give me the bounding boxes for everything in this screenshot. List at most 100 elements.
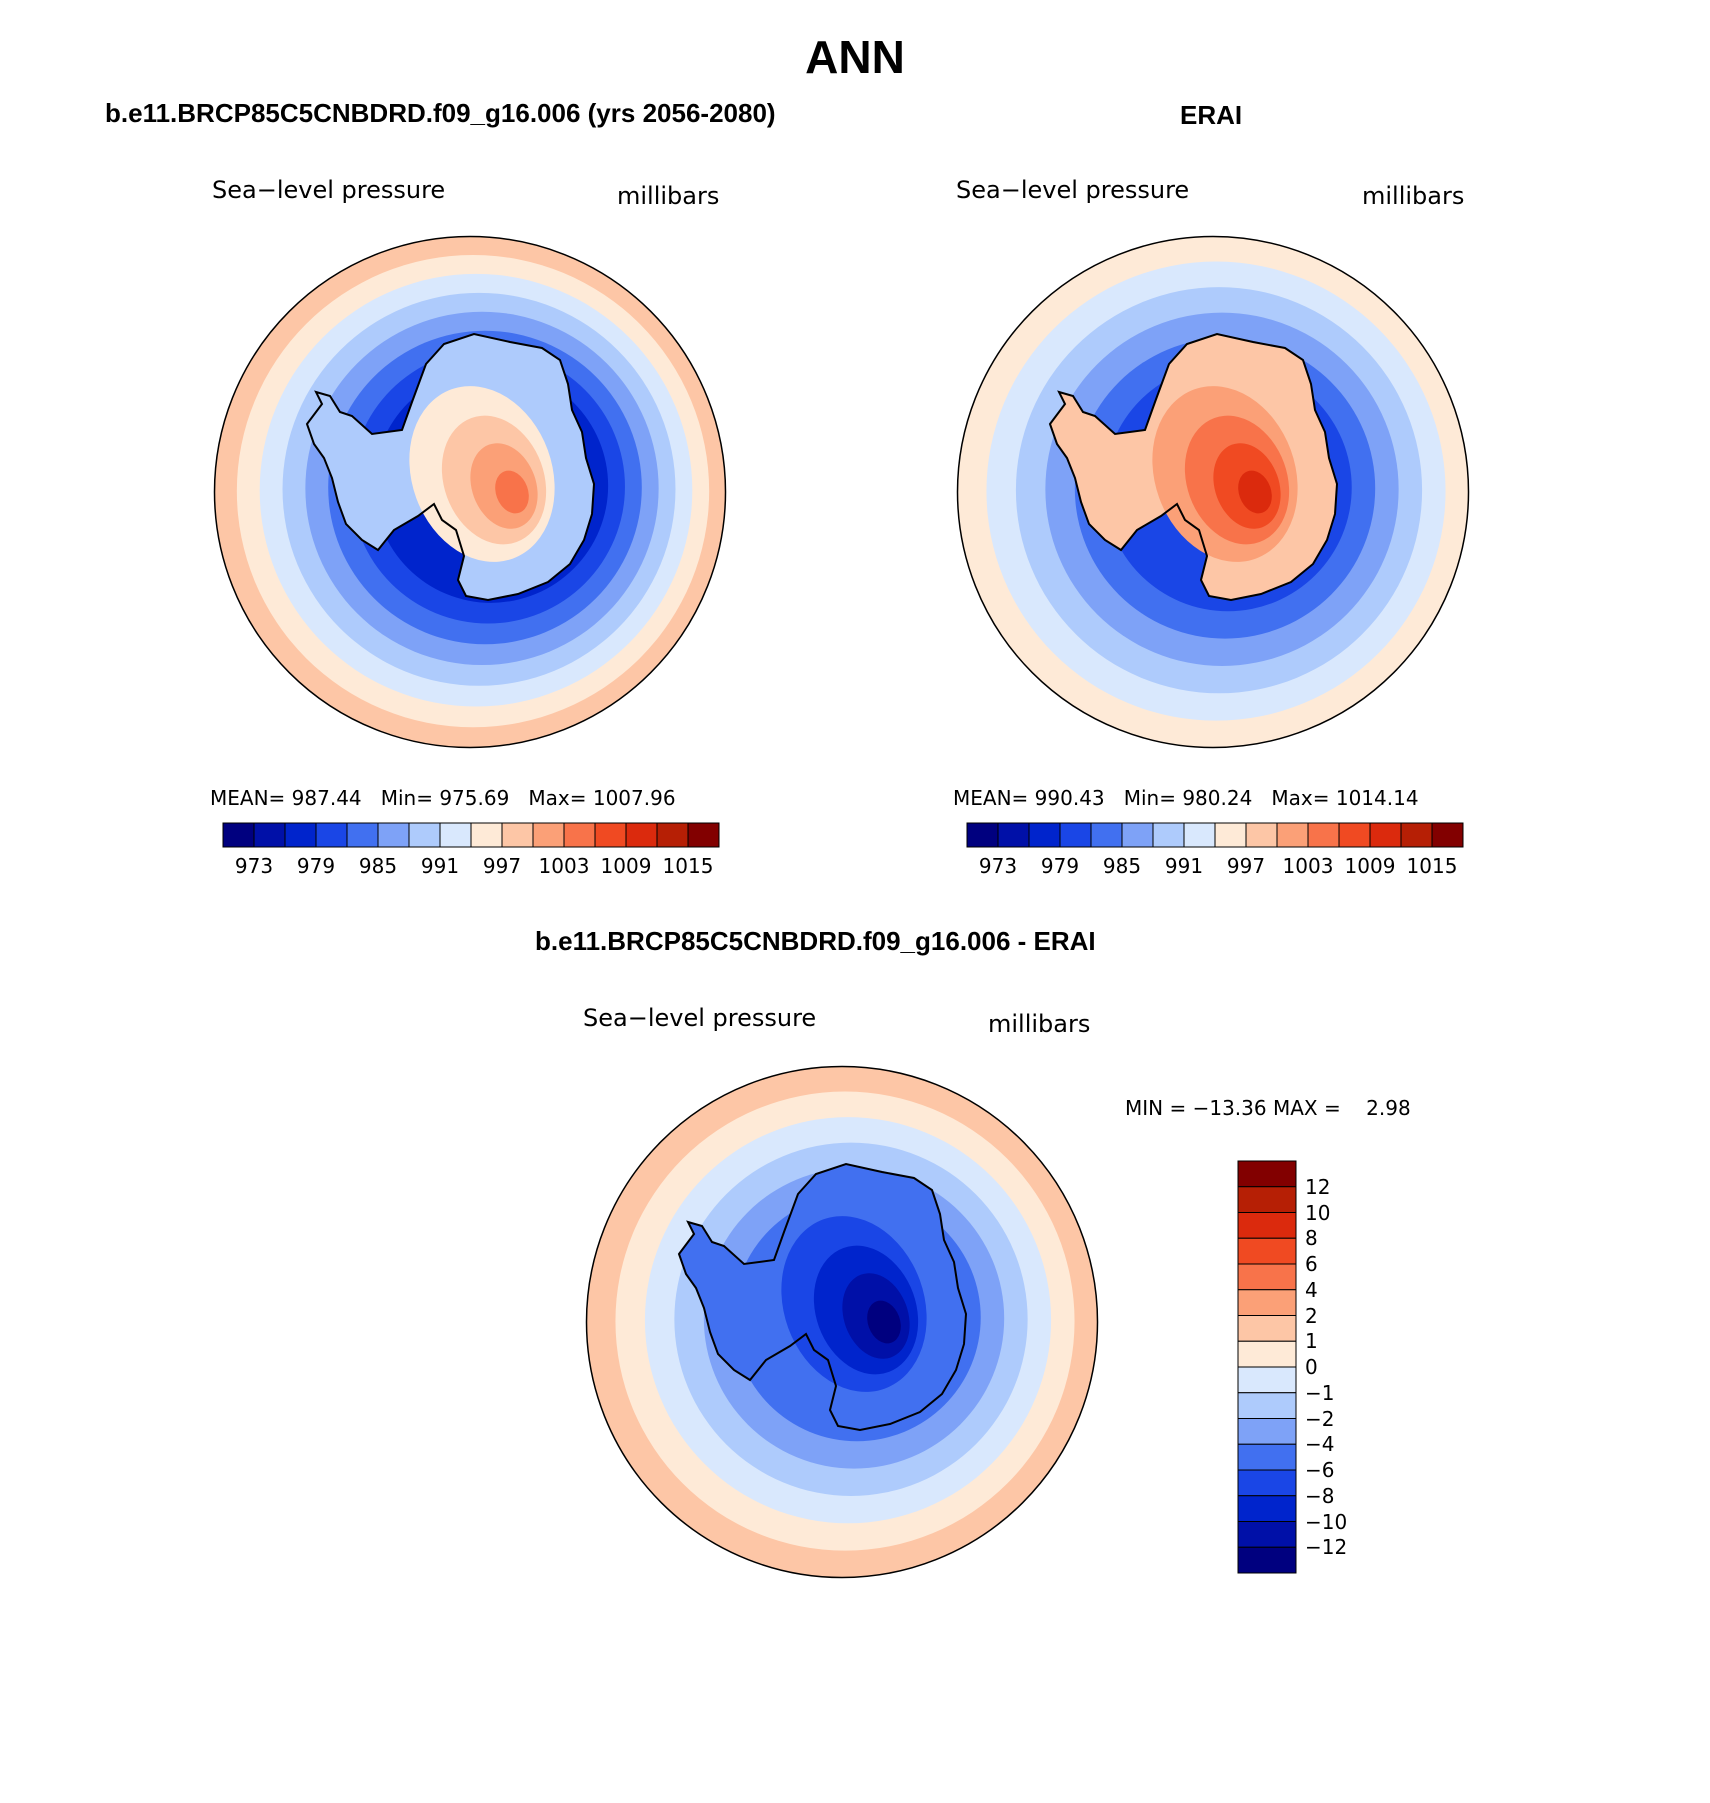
interior-contour-band: [867, 1300, 901, 1344]
colorbar-box: [1245, 822, 1278, 848]
colorbar-box: [1090, 822, 1123, 848]
colorbar-tick-label: 1: [1305, 1329, 1318, 1354]
mean-label: MEAN=: [953, 786, 1029, 810]
colorbar-box: [470, 822, 503, 848]
page-title: ANN: [805, 31, 905, 83]
colorbar-box: [1276, 822, 1309, 848]
colorbar-tick-label: 997: [1226, 854, 1266, 878]
colorbar-box: [1152, 822, 1185, 848]
colorbar-box: [1237, 1212, 1297, 1239]
max-value: 1007.96: [592, 786, 676, 810]
colorbar-tick-label: −10: [1305, 1509, 1348, 1534]
panel-diff-title: b.e11.BRCP85C5CNBDRD.f09_g16.006 - ERAI: [535, 926, 1096, 956]
colorbar-box: [1028, 822, 1061, 848]
colorbar-tick-label: −4: [1305, 1432, 1335, 1457]
model-colorbar: [222, 822, 720, 848]
colorbar-box: [1237, 1392, 1297, 1419]
colorbar-box: [253, 822, 286, 848]
erai-map: [956, 235, 1470, 749]
colorbar-box: [1237, 1418, 1297, 1445]
colorbar-box: [1237, 1366, 1297, 1394]
colorbar-box: [315, 822, 348, 848]
colorbar-tick-label: 8: [1305, 1226, 1318, 1251]
colorbar-box: [532, 822, 565, 848]
colorbar-box: [1338, 822, 1371, 848]
colorbar-box: [1237, 1469, 1297, 1497]
colorbar-box: [284, 822, 317, 848]
panel-model-variable-label: Sea−level pressure: [212, 176, 446, 204]
colorbar-tick-label: 985: [1102, 854, 1142, 878]
colorbar-tick-label: 1015: [1406, 854, 1458, 878]
colorbar-tick-label: 991: [420, 854, 460, 878]
interior-contour-band: [1238, 470, 1272, 514]
panel-erai-units-label: millibars: [1362, 182, 1465, 210]
map-border: [585, 1065, 1099, 1579]
colorbar-tick-label: −8: [1305, 1483, 1335, 1508]
colorbar-box: [1237, 1521, 1297, 1548]
colorbar-box: [1237, 1315, 1297, 1342]
colorbar-tick-label: 991: [1164, 854, 1204, 878]
colorbar-tick-label: 1009: [1344, 854, 1396, 878]
colorbar-box: [377, 822, 410, 848]
panel-model-stats: MEAN= 987.44 Min= 975.69 Max= 1007.96: [210, 786, 676, 810]
colorbar-box: [1183, 822, 1216, 848]
colorbar-box: [501, 822, 534, 848]
colorbar-box: [1214, 822, 1247, 848]
min-label: Min=: [1123, 786, 1176, 810]
colorbar-box: [997, 822, 1030, 848]
colorbar-box: [966, 822, 999, 848]
colorbar-tick-label: 1015: [662, 854, 714, 878]
colorbar-tick-label: 985: [358, 854, 398, 878]
colorbar-box: [1237, 1340, 1297, 1368]
max-label: Max=: [528, 786, 587, 810]
colorbar-tick-label: 0: [1305, 1355, 1318, 1379]
colorbar-tick-label: 979: [1040, 854, 1080, 878]
map-border: [213, 235, 727, 749]
colorbar-tick-label: 997: [482, 854, 522, 878]
coastline: [677, 1162, 968, 1432]
colorbar-box: [625, 822, 658, 848]
colorbar-tick-label: 12: [1305, 1174, 1331, 1199]
colorbar-box: [1059, 822, 1092, 848]
colorbar-tick-label: 6: [1305, 1252, 1318, 1276]
colorbar-tick-label: −2: [1305, 1406, 1335, 1431]
colorbar-box: [1121, 822, 1154, 848]
colorbar-box: [1237, 1186, 1297, 1213]
colorbar-tick-label: 10: [1305, 1200, 1331, 1225]
colorbar-box: [1237, 1443, 1297, 1471]
diff-map: [585, 1065, 1099, 1579]
min-value: 975.69: [439, 786, 510, 810]
colorbar-tick-label: −6: [1305, 1458, 1335, 1482]
colorbar-box: [563, 822, 596, 848]
panel-erai-stats: MEAN= 990.43 Min= 980.24 Max= 1014.14: [953, 786, 1419, 810]
mean-value: 987.44: [291, 786, 362, 810]
colorbar-tick-label: 979: [296, 854, 336, 878]
colorbar-box: [1237, 1160, 1297, 1188]
colorbar-tick-label: −1: [1305, 1380, 1335, 1405]
colorbar-box: [1237, 1237, 1297, 1265]
colorbar-box: [346, 822, 379, 848]
panel-model-units-label: millibars: [617, 182, 720, 210]
panel-erai-title: ERAI: [1180, 100, 1243, 130]
panel-erai-variable-label: Sea−level pressure: [956, 176, 1190, 204]
colorbar-tick-label: 1009: [600, 854, 652, 878]
colorbar-box: [408, 822, 441, 848]
colorbar-box: [1307, 822, 1340, 848]
colorbar-box: [1400, 822, 1433, 848]
colorbar-tick-label: 1003: [1282, 854, 1334, 878]
colorbar-box: [1237, 1289, 1297, 1316]
coastline: [1048, 332, 1339, 602]
colorbar-tick-label: 973: [978, 854, 1018, 878]
colorbar-box: [1369, 822, 1402, 848]
colorbar-tick-label: −12: [1305, 1535, 1348, 1560]
colorbar-box: [1237, 1546, 1297, 1574]
panel-model-title: b.e11.BRCP85C5CNBDRD.f09_g16.006 (yrs 20…: [105, 98, 776, 128]
model-map: [213, 235, 727, 749]
panel-diff-variable-label: Sea−level pressure: [583, 1004, 817, 1032]
colorbar-tick-label: 1003: [538, 854, 590, 878]
max-value: 1014.14: [1335, 786, 1419, 810]
colorbar-box: [687, 822, 720, 848]
colorbar-box: [439, 822, 472, 848]
diff-colorbar: [1237, 1160, 1297, 1574]
colorbar-box: [594, 822, 627, 848]
